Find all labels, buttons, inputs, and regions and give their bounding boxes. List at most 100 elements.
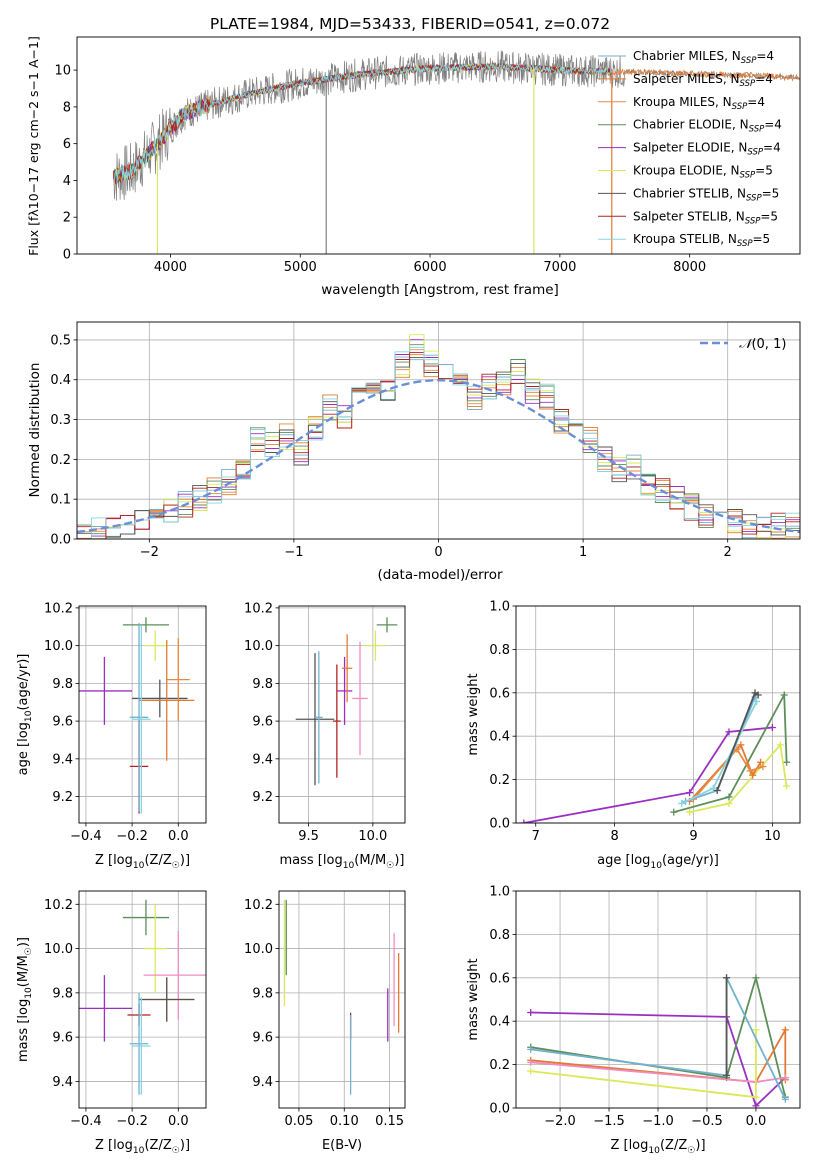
y-tick-label: 0.2 <box>489 1058 510 1073</box>
model-spectrum-line <box>112 62 613 184</box>
histogram-panel: −2 −1 0 1 2 0.0 0.1 0.2 0.3 0.4 0.5 (data-model)/er… <box>27 321 801 583</box>
x-axis-label: wavelength [Angstrom, rest frame] <box>321 282 559 298</box>
legend-label-main: Kroupa ELODIE, N <box>633 164 740 178</box>
x-tick-label: 10.0 <box>358 829 387 844</box>
x-axis-label-part: E(B-V) <box>322 1138 362 1153</box>
x-tick-label: −1.5 <box>593 1114 625 1129</box>
x-axis-label: Z [log10​(Z/Z☉​)] <box>95 1138 190 1156</box>
model-spectrum-line <box>112 62 613 184</box>
legend-label-tail: =5 <box>755 164 773 178</box>
x-tick-label: 2 <box>724 545 732 560</box>
y-tick-label: 9.2 <box>52 790 73 805</box>
y-tick-label: 0.2 <box>489 773 510 788</box>
y-tick-label: 9.2 <box>252 790 273 805</box>
x-axis-label-part: (Z/Z <box>660 1138 687 1153</box>
x-tick-label: −0.5 <box>691 1114 723 1129</box>
y-tick-label: 1.0 <box>489 600 510 615</box>
y-tick-label: 0.8 <box>489 643 510 658</box>
x-tick-label: 1 <box>579 545 587 560</box>
y-axis-label: Normed distribution <box>27 363 43 498</box>
y-tick-label: 0.8 <box>489 928 510 943</box>
x-tick-label: 0.05 <box>284 1114 313 1129</box>
y-axis-label-part: −1 <box>26 72 41 90</box>
x-axis-label: Z [log10​(Z/Z☉​)] <box>95 853 190 871</box>
x-axis-label-script: 10 <box>133 861 145 871</box>
axes-frame <box>78 890 207 1109</box>
y-tick-label: 4 <box>63 174 71 189</box>
x-tick-label: 4000 <box>154 260 187 275</box>
axes-frame <box>278 890 406 1109</box>
x-axis-label-script: 10 <box>650 861 662 871</box>
y-tick-label: 9.6 <box>52 715 73 730</box>
x-axis-label: (data-model)/error <box>377 567 503 583</box>
legend-label: Salpeter ELODIE, NSSP=4 <box>633 141 781 158</box>
y-axis-label: Flux [fλ10−17 erg cm−2 s−1 A−1] <box>26 36 41 256</box>
legend-label-main: Salpeter ELODIE, N <box>633 141 747 155</box>
axes-frame <box>76 36 801 255</box>
legend-label-tail: =4 <box>747 95 765 109</box>
x-axis-label-part: )] <box>180 1138 190 1153</box>
x-axis-label: E(B-V) <box>322 1138 362 1153</box>
axes-frame <box>278 605 406 824</box>
x-tick-label: −0.4 <box>70 1114 102 1129</box>
x-tick-label: −2 <box>140 545 159 560</box>
mass-weight-line <box>523 726 773 823</box>
y-tick-label: 10.0 <box>44 639 73 654</box>
y-tick-label: 0.5 <box>50 333 71 348</box>
x-axis-label-part: (M/M <box>354 853 386 868</box>
y-tick-label: 9.8 <box>52 677 73 692</box>
axes-frame <box>78 605 207 824</box>
y-tick-label: 10.0 <box>44 942 73 957</box>
legend-label-tail: =4 <box>755 72 773 86</box>
chart-title: PLATE=1984, MJD=53433, FIBERID=0541, z=0… <box>210 15 610 33</box>
y-tick-label: 9.6 <box>252 1031 273 1046</box>
model-spectrum-line <box>112 62 613 184</box>
legend-label-sub: SSP <box>745 216 761 226</box>
y-tick-label: 10.0 <box>244 639 273 654</box>
x-tick-label: −0.4 <box>70 829 102 844</box>
legend-label-sub: SSP <box>747 148 763 158</box>
x-axis-label-part: (Z/Z <box>144 1138 171 1153</box>
x-axis-label-part: Z [log <box>95 1138 133 1153</box>
x-tick-label: −1.0 <box>642 1114 674 1129</box>
y-axis-label-part: −2 <box>26 101 41 119</box>
x-axis-label: age [log10​(age/yr)] <box>597 853 719 871</box>
x-axis-label-part: (Z/Z <box>144 853 171 868</box>
y-tick-label: 0.0 <box>489 817 510 832</box>
legend-label-main: Kroupa STELIB, N <box>633 232 737 246</box>
y-axis-label-part: 10 <box>26 193 41 209</box>
y-axis-label-script: ☉ <box>24 947 34 955</box>
legend-label: Chabrier ELODIE, NSSP=4 <box>633 118 782 135</box>
y-tick-label: 0.4 <box>50 373 71 388</box>
mass-weight-vs-age-panel: 7 8 9 10 0.0 0.2 0.4 0.6 0.8 1.0 age [log10​(age/y… <box>466 600 801 871</box>
spectrum-panel: 4000 5000 6000 7000 8000 0 2 4 6 8 10 PLATE=1984, M… <box>26 15 801 298</box>
x-tick-label: −0.2 <box>116 829 148 844</box>
legend-label-tail: =5 <box>753 232 771 246</box>
legend-label-tail: =4 <box>764 118 782 132</box>
x-tick-label: 7000 <box>543 260 576 275</box>
legend-label-tail: =5 <box>762 186 780 200</box>
y-tick-label: 9.6 <box>252 715 273 730</box>
x-axis-label-part: (age/yr)] <box>662 853 719 868</box>
x-tick-label: 0.0 <box>168 1114 189 1129</box>
y-tick-label: 0.0 <box>50 533 71 548</box>
legend-label-tail: =5 <box>760 209 778 223</box>
x-tick-label: 0.15 <box>375 1114 404 1129</box>
histogram-step <box>77 352 800 539</box>
x-tick-label: 0.10 <box>330 1114 359 1129</box>
legend-label-main: Chabrier ELODIE, N <box>633 118 749 132</box>
y-tick-label: 8 <box>63 100 71 115</box>
y-axis-label-script: 10 <box>24 987 34 999</box>
legend-label-sub: SSP <box>737 239 753 249</box>
legend-label: Chabrier MILES, NSSP=4 <box>633 49 774 66</box>
legend-label: Salpeter MILES, NSSP=4 <box>633 72 773 89</box>
y-axis-label-part: Flux [f <box>26 216 41 256</box>
y-tick-label: 1.0 <box>489 885 510 900</box>
mass-weight-line <box>530 1011 786 1108</box>
x-tick-label: 10 <box>764 829 781 844</box>
model-spectrum-line <box>113 62 613 184</box>
mass-weight-line <box>692 747 764 800</box>
axes-frame <box>515 605 801 824</box>
y-axis-label-part: −1 <box>26 41 41 59</box>
